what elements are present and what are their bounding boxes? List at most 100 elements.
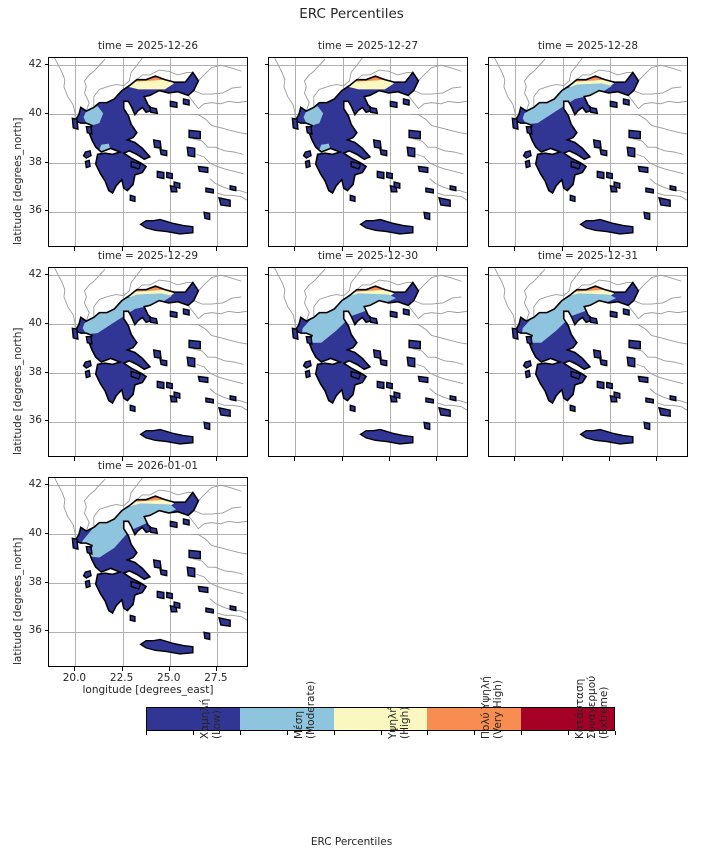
map-panel-1[interactable]: time = 2025-12-26 — [48, 40, 248, 247]
gridline-horizontal — [489, 211, 687, 213]
panel-axes — [488, 267, 688, 457]
gridline-horizontal — [49, 421, 247, 423]
greece-map — [274, 268, 467, 445]
x-tick — [341, 457, 343, 461]
colorbar-tick — [333, 731, 335, 735]
x-tick — [561, 457, 563, 461]
gridline-vertical — [75, 268, 77, 456]
x-tick — [215, 247, 217, 251]
gridline-vertical — [216, 58, 218, 246]
colorbar-tick — [239, 731, 241, 735]
colorbar-segment-4[interactable] — [427, 708, 521, 730]
map-panel-4[interactable]: time = 2025-12-29 — [48, 250, 248, 457]
x-tick — [655, 457, 657, 461]
colorbar-label-1: Χαμηλή (Low) — [198, 698, 223, 739]
gridline-horizontal — [489, 324, 687, 325]
panel-axes — [268, 267, 468, 457]
colorbar-tick — [286, 731, 288, 735]
y-tick — [264, 420, 268, 422]
colorbar-tick — [427, 731, 429, 735]
y-tick — [264, 64, 268, 66]
x-tick-label: 25.0 — [157, 672, 181, 684]
figure-title: ERC Percentiles — [299, 6, 404, 22]
ylabel-row-1: latitude [degrees_north] — [12, 117, 24, 246]
x-tick — [168, 667, 170, 671]
y-tick-label: 42 — [28, 58, 42, 71]
y-tick — [264, 323, 268, 325]
gridline-vertical — [216, 268, 218, 456]
y-tick — [44, 323, 48, 325]
gridline-horizontal — [489, 275, 687, 277]
x-tick — [74, 667, 76, 671]
greece-map — [494, 58, 687, 235]
gridline-vertical — [609, 268, 611, 456]
panel-axes — [48, 267, 248, 457]
gridline-horizontal — [269, 324, 467, 325]
greece-map — [54, 58, 247, 235]
colorbar-segment-2[interactable] — [240, 708, 334, 730]
x-tick — [561, 247, 563, 251]
x-tick — [121, 247, 123, 251]
ylabel-row-3: latitude [degrees_north] — [12, 537, 24, 666]
x-tick-label: 27.5 — [204, 672, 228, 684]
y-tick-label: 36 — [28, 204, 42, 217]
map-panel-3[interactable]: time = 2025-12-28 — [488, 40, 688, 247]
y-tick-label: 40 — [28, 527, 42, 540]
x-tick — [388, 247, 390, 251]
map-panel-2[interactable]: time = 2025-12-27 — [268, 40, 468, 247]
colorbar-segment-1[interactable] — [147, 708, 241, 730]
y-tick-label: 36 — [28, 624, 42, 637]
colorbar-label-2: Μέση (Moderate) — [292, 680, 317, 739]
gridline-vertical — [515, 268, 517, 456]
map-panel-6[interactable]: time = 2025-12-31 — [488, 250, 688, 457]
y-tick — [484, 371, 488, 373]
gridline-horizontal — [49, 582, 247, 584]
panel-title: time = 2025-12-29 — [97, 250, 199, 262]
gridline-vertical — [436, 58, 438, 246]
gridline-horizontal — [489, 114, 687, 115]
panel-title: time = 2025-12-27 — [317, 40, 419, 52]
panel-title: time = 2025-12-30 — [317, 250, 419, 262]
gridline-vertical — [436, 268, 438, 456]
colorbar-segment-5[interactable] — [520, 708, 614, 730]
gridline-horizontal — [49, 372, 247, 374]
x-tick — [294, 457, 296, 461]
greece-map — [54, 478, 247, 655]
y-tick-label: 38 — [28, 155, 42, 168]
x-tick — [435, 457, 437, 461]
gridline-vertical — [75, 478, 77, 666]
map-panel-7[interactable]: time = 2026-01-01 — [48, 460, 248, 667]
greece-map — [54, 268, 247, 445]
y-tick — [44, 161, 48, 163]
colorbar-tick — [521, 731, 523, 735]
x-tick — [215, 667, 217, 671]
gridline-horizontal — [269, 162, 467, 164]
gridline-horizontal — [269, 372, 467, 374]
y-tick — [44, 371, 48, 373]
gridline-vertical — [216, 478, 218, 666]
colorbar-segment-3[interactable] — [333, 708, 428, 730]
gridline-vertical — [295, 268, 297, 456]
y-tick-label: 38 — [28, 575, 42, 588]
y-tick — [484, 113, 488, 115]
gridline-horizontal — [489, 421, 687, 423]
gridline-horizontal — [49, 275, 247, 277]
panel-axes — [488, 57, 688, 247]
xlabel-row-3: longitude [degrees_east] — [82, 684, 214, 696]
map-panel-5[interactable]: time = 2025-12-30 — [268, 250, 468, 457]
y-tick — [44, 420, 48, 422]
colorbar[interactable] — [146, 707, 615, 731]
y-tick — [264, 371, 268, 373]
y-tick — [44, 210, 48, 212]
x-tick — [168, 457, 170, 461]
x-tick — [655, 247, 657, 251]
y-tick-label: 38 — [28, 365, 42, 378]
colorbar-tick — [380, 731, 382, 735]
colorbar-label-5: Κατάσταση Συναγερμού (Extreme) — [574, 675, 610, 739]
colorbar-tick — [146, 731, 147, 735]
ylabel-row-2: latitude [degrees_north] — [12, 327, 24, 456]
colorbar-tick — [474, 731, 476, 735]
y-tick — [264, 274, 268, 276]
y-tick — [484, 210, 488, 212]
colorbar-title: ERC Percentiles — [310, 836, 393, 848]
